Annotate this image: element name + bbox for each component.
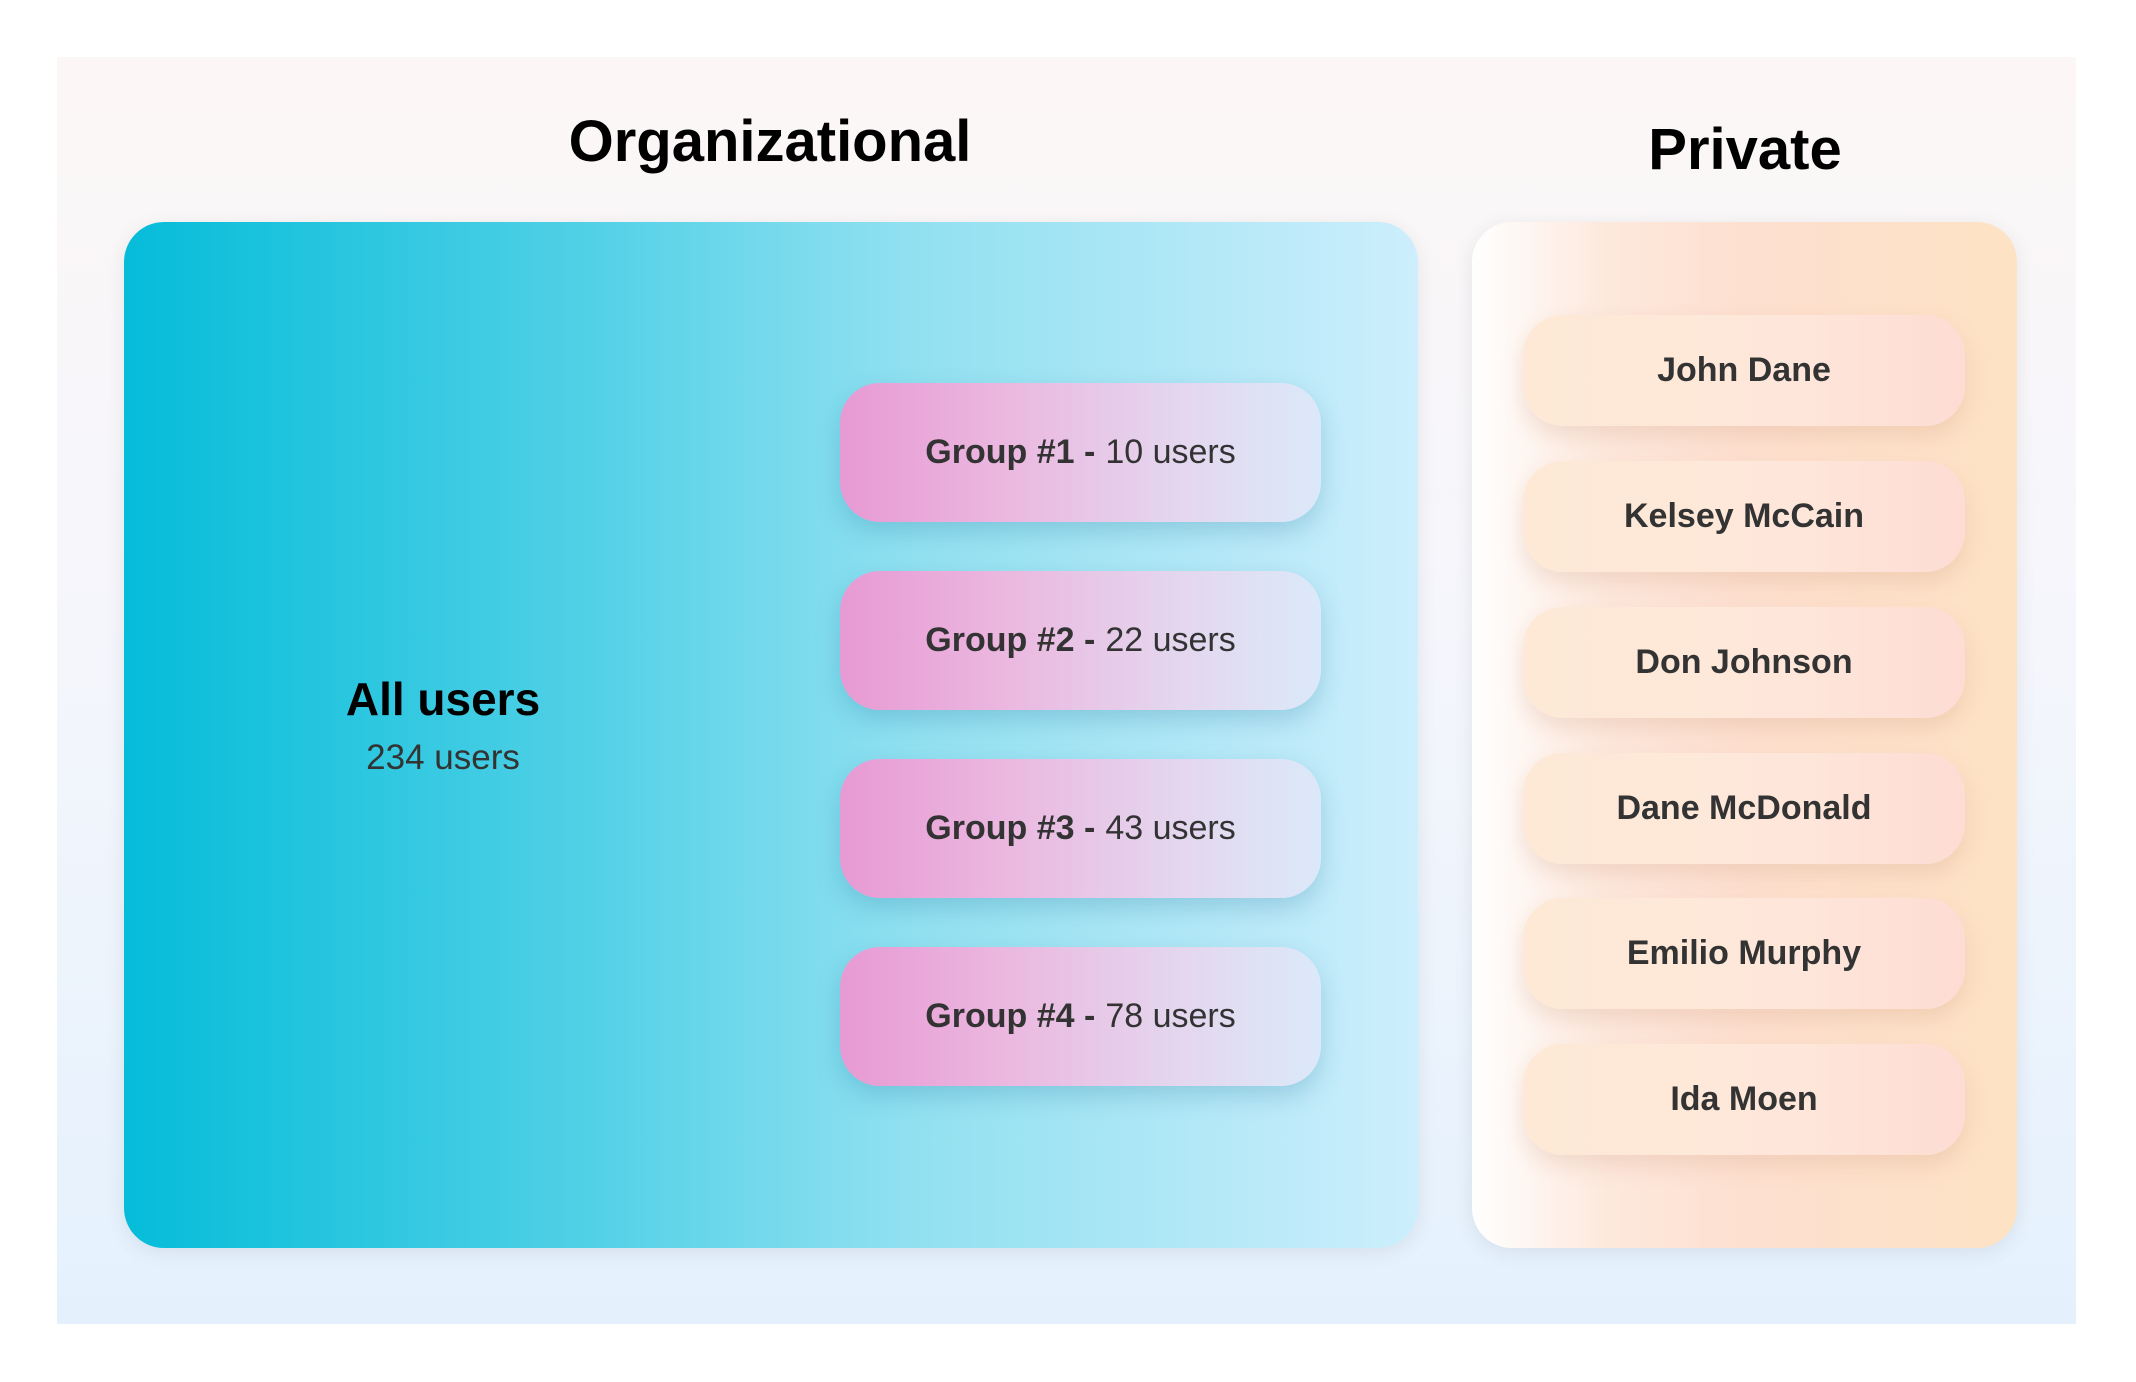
all-users-count: 234 users xyxy=(366,738,520,777)
group-name: Group #2 - xyxy=(925,621,1096,659)
person-item: John Dane xyxy=(1523,315,1965,426)
person-item: Don Johnson xyxy=(1523,607,1965,718)
person-item: Ida Moen xyxy=(1523,1044,1965,1155)
group-name: Group #1 - xyxy=(925,433,1096,471)
group-name: Group #3 - xyxy=(925,809,1096,847)
organizational-panel xyxy=(124,222,1418,1248)
person-item: Kelsey McCain xyxy=(1523,461,1965,572)
group-item: Group #4 -78 users xyxy=(840,947,1321,1086)
person-item: Dane McDonald xyxy=(1523,753,1965,864)
group-item: Group #2 -22 users xyxy=(840,571,1321,710)
group-count: 43 users xyxy=(1105,809,1236,847)
group-item: Group #3 -43 users xyxy=(840,759,1321,898)
private-title: Private xyxy=(1648,117,1842,182)
group-count: 22 users xyxy=(1105,621,1236,659)
person-item: Emilio Murphy xyxy=(1523,898,1965,1009)
group-count: 78 users xyxy=(1105,997,1236,1035)
organizational-title: Organizational xyxy=(568,109,972,174)
group-count: 10 users xyxy=(1105,433,1236,471)
all-users-label: All users xyxy=(345,673,541,725)
group-item: Group #1 -10 users xyxy=(840,383,1321,522)
all-users-node: All users 234 users xyxy=(346,672,540,778)
group-name: Group #4 - xyxy=(925,997,1096,1035)
